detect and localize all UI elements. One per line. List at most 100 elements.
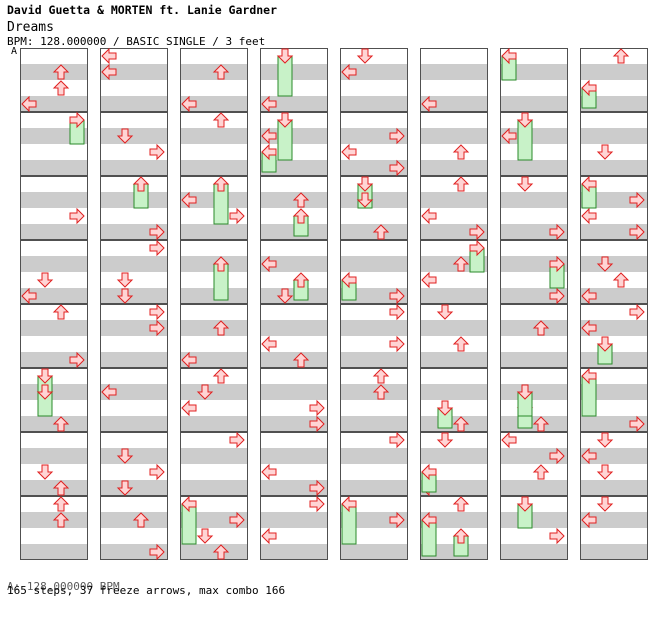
left-arrow <box>501 47 517 65</box>
down-arrow <box>436 400 454 416</box>
measure-stripe <box>100 256 168 272</box>
left-arrow <box>101 383 117 401</box>
left-arrow <box>421 207 437 225</box>
measure-stripe <box>100 480 168 496</box>
left-arrow <box>421 95 437 113</box>
measure-border <box>420 112 488 176</box>
down-arrow <box>196 384 214 400</box>
measure-stripe <box>100 384 168 400</box>
measure-stripe <box>500 224 568 240</box>
up-arrow <box>532 416 550 432</box>
measure-border <box>20 240 88 304</box>
measure-stripe <box>420 480 488 496</box>
measure-stripe <box>500 544 568 560</box>
measure-border <box>420 240 488 304</box>
down-arrow <box>516 384 534 400</box>
measure-stripe <box>100 352 168 368</box>
measure-stripe <box>180 224 248 240</box>
down-arrow <box>596 432 614 448</box>
measure-stripe <box>580 160 648 176</box>
measure-stripe <box>340 416 408 432</box>
down-arrow <box>276 112 294 128</box>
right-arrow <box>149 303 165 321</box>
up-arrow <box>292 208 310 224</box>
measure-stripe <box>20 96 88 112</box>
measure-border <box>260 240 328 304</box>
down-arrow <box>356 192 374 208</box>
measure-stripe <box>420 224 488 240</box>
measure-border <box>340 240 408 304</box>
left-arrow <box>421 463 437 481</box>
measure-stripe <box>20 224 88 240</box>
measure-stripe <box>20 160 88 176</box>
right-arrow <box>389 127 405 145</box>
measure-stripe <box>340 64 408 80</box>
measure-border <box>180 48 248 112</box>
measure-stripe <box>20 288 88 304</box>
up-arrow <box>452 176 470 192</box>
measure-stripe <box>100 288 168 304</box>
measure-stripe <box>340 288 408 304</box>
measure-border <box>580 48 648 112</box>
right-arrow <box>309 415 325 433</box>
measure-stripe <box>100 160 168 176</box>
chart-meta: BPM: 128.000000 / BASIC SINGLE / 3 feet <box>7 35 266 48</box>
measure-stripe <box>420 384 488 400</box>
measure-border <box>500 240 568 304</box>
up-arrow <box>52 304 70 320</box>
measure-border <box>420 432 488 496</box>
left-arrow <box>341 63 357 81</box>
up-arrow <box>212 320 230 336</box>
down-arrow <box>516 176 534 192</box>
right-arrow <box>549 255 565 273</box>
up-arrow <box>132 176 150 192</box>
down-arrow <box>36 384 54 400</box>
down-arrow <box>276 288 294 304</box>
up-arrow <box>52 80 70 96</box>
up-arrow <box>52 512 70 528</box>
bpm-marker: A <box>11 46 18 57</box>
measure-border <box>20 176 88 240</box>
measure-stripe <box>260 480 328 496</box>
measure-border <box>340 432 408 496</box>
right-arrow <box>629 223 645 241</box>
measure-stripe <box>580 480 648 496</box>
measure-border <box>20 48 88 112</box>
measure-stripe <box>500 64 568 80</box>
up-arrow <box>452 336 470 352</box>
down-arrow <box>36 368 54 384</box>
down-arrow <box>116 272 134 288</box>
up-arrow <box>372 224 390 240</box>
measure-border <box>340 176 408 240</box>
right-arrow <box>549 527 565 545</box>
left-arrow <box>581 79 597 97</box>
up-arrow <box>452 496 470 512</box>
measure-stripe <box>340 256 408 272</box>
right-arrow <box>389 431 405 449</box>
measure-stripe <box>580 416 648 432</box>
measure-border <box>260 176 328 240</box>
measure-stripe <box>340 192 408 208</box>
measure-stripe <box>260 416 328 432</box>
measure-stripe <box>580 96 648 112</box>
measure-border <box>20 496 88 560</box>
right-arrow <box>69 111 85 129</box>
measure-stripe <box>340 320 408 336</box>
up-arrow <box>532 464 550 480</box>
down-arrow <box>436 432 454 448</box>
measure-stripe <box>180 384 248 400</box>
right-arrow <box>149 543 165 561</box>
measure-border <box>500 304 568 368</box>
down-arrow <box>196 528 214 544</box>
right-arrow <box>229 431 245 449</box>
measure-border <box>100 368 168 432</box>
right-arrow <box>549 447 565 465</box>
measure-border <box>260 304 328 368</box>
measure-border <box>260 112 328 176</box>
left-arrow <box>581 447 597 465</box>
measure-stripe <box>500 288 568 304</box>
measure-stripe <box>420 192 488 208</box>
up-arrow <box>52 64 70 80</box>
measure-border <box>20 368 88 432</box>
left-arrow <box>21 95 37 113</box>
